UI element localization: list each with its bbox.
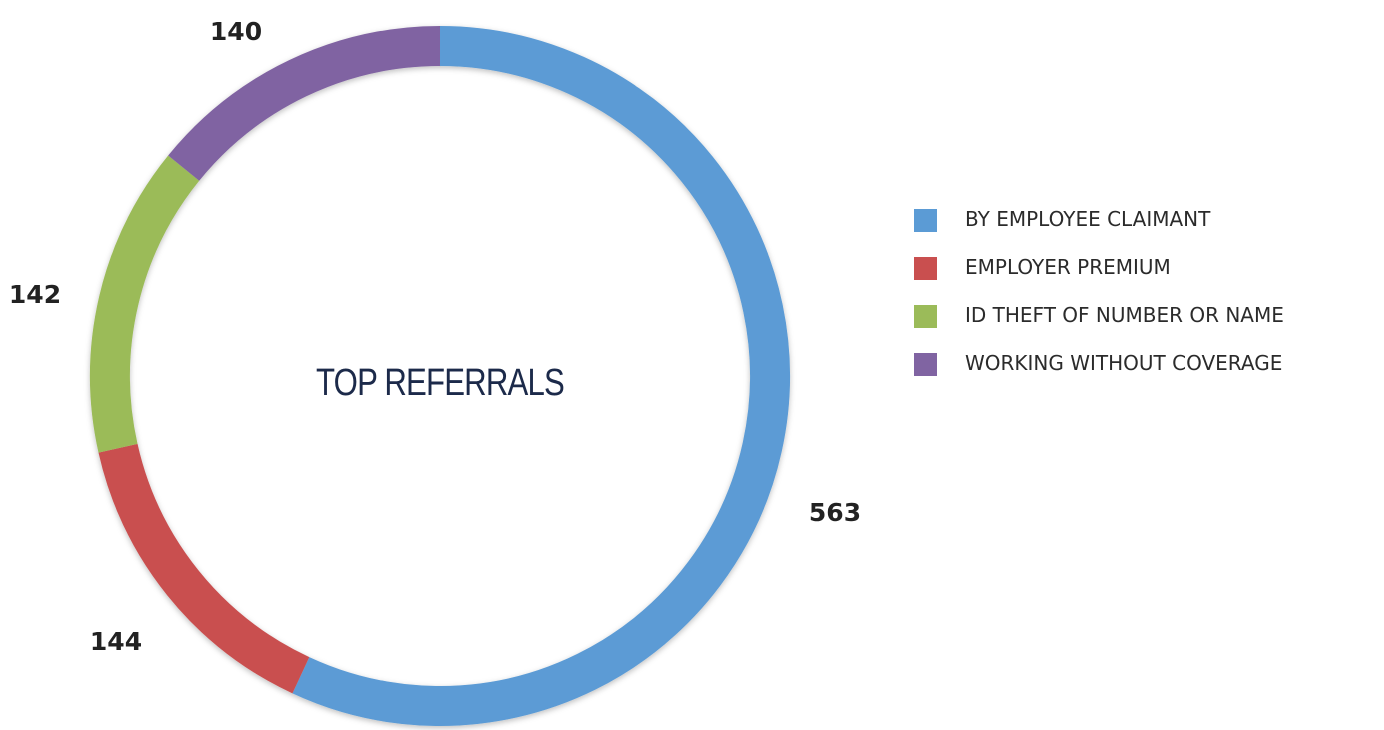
legend-label-4: WORKING WITHOUT COVERAGE xyxy=(965,351,1282,375)
legend-swatch-4 xyxy=(914,353,937,376)
data-label-3: 142 xyxy=(9,280,61,309)
legend-label-1: BY EMPLOYEE CLAIMANT xyxy=(965,207,1211,231)
donut-slice-2 xyxy=(98,443,310,694)
donut-slices xyxy=(90,26,790,726)
data-label-2: 144 xyxy=(90,627,142,656)
legend-swatch-1 xyxy=(914,209,937,232)
data-label-1: 563 xyxy=(809,498,861,527)
legend-label-2: EMPLOYER PREMIUM xyxy=(965,255,1171,279)
legend-swatch-3 xyxy=(914,305,937,328)
data-label-4: 140 xyxy=(210,17,262,46)
donut-slice-3 xyxy=(90,155,200,453)
donut-slice-1 xyxy=(292,26,790,726)
legend-swatch-2 xyxy=(914,257,937,280)
legend-label-3: ID THEFT OF NUMBER OR NAME xyxy=(965,303,1284,327)
legend: BY EMPLOYEE CLAIMANT EMPLOYER PREMIUM ID T… xyxy=(914,207,1284,376)
data-labels: 563 144 142 140 xyxy=(9,17,861,656)
donut-slice-4 xyxy=(168,26,441,181)
chart-title: TOP REFERRALS xyxy=(316,362,564,404)
